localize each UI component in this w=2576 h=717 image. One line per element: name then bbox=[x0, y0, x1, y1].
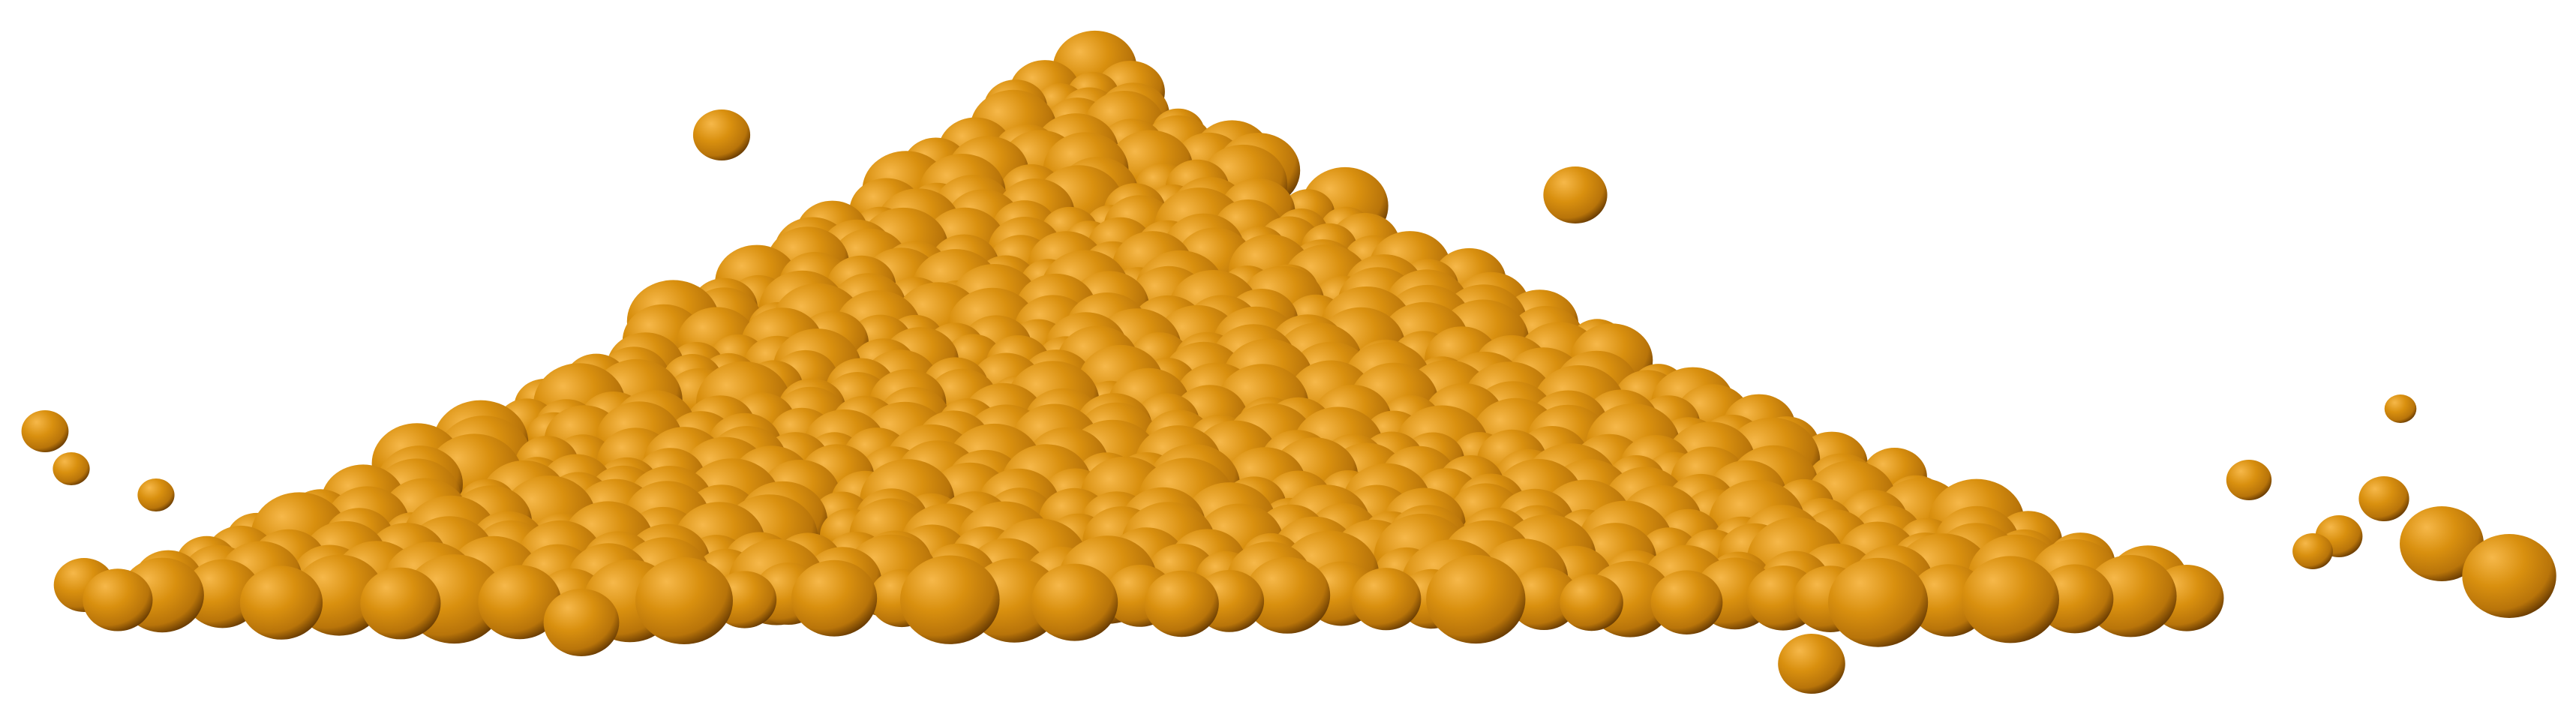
sphere bbox=[360, 567, 441, 640]
sphere bbox=[1244, 556, 1331, 634]
sphere bbox=[2226, 460, 2272, 500]
sphere bbox=[478, 565, 562, 640]
sphere bbox=[1031, 563, 1118, 641]
sphere bbox=[2292, 533, 2333, 569]
sphere bbox=[1351, 568, 1422, 631]
sphere bbox=[1962, 556, 2059, 644]
sphere bbox=[53, 452, 90, 485]
sphere bbox=[1144, 570, 1219, 638]
sphere bbox=[21, 410, 69, 452]
sphere bbox=[1778, 634, 1845, 694]
sphere bbox=[1560, 574, 1623, 632]
sphere bbox=[791, 560, 878, 637]
sphere bbox=[1543, 166, 1608, 224]
sphere-pile bbox=[21, 30, 2556, 694]
sphere bbox=[1828, 557, 1929, 647]
sphere bbox=[2036, 564, 2114, 634]
sphere bbox=[2384, 394, 2417, 423]
sphere bbox=[2462, 534, 2556, 618]
sphere bbox=[2400, 506, 2484, 581]
sphere bbox=[1650, 570, 1723, 634]
sphere bbox=[1509, 567, 1579, 630]
sphere bbox=[239, 566, 323, 640]
sphere bbox=[900, 555, 1000, 644]
sphere bbox=[2358, 476, 2409, 521]
sphere bbox=[692, 110, 751, 160]
sphere bbox=[543, 589, 620, 656]
sphere bbox=[83, 568, 153, 632]
sphere bbox=[635, 557, 733, 644]
sphere bbox=[1426, 554, 1526, 644]
sphere bbox=[137, 478, 175, 512]
